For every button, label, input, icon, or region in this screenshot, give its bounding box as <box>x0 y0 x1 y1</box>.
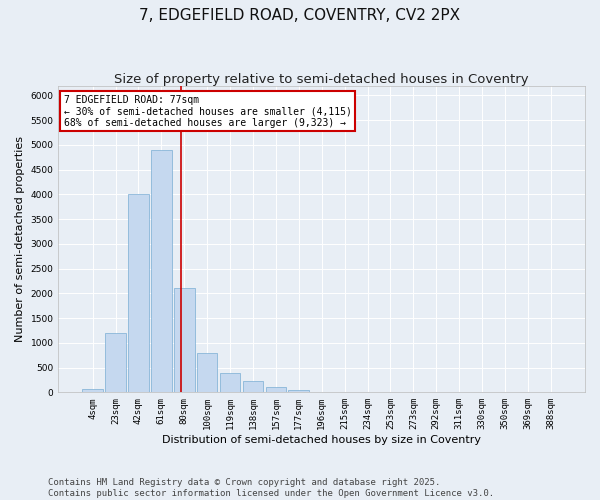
Bar <box>174 288 194 393</box>
Bar <box>289 390 309 392</box>
Bar <box>151 150 172 392</box>
Bar <box>105 333 126 392</box>
Text: Contains HM Land Registry data © Crown copyright and database right 2025.
Contai: Contains HM Land Registry data © Crown c… <box>48 478 494 498</box>
Bar <box>242 382 263 392</box>
Text: 7 EDGEFIELD ROAD: 77sqm
← 30% of semi-detached houses are smaller (4,115)
68% of: 7 EDGEFIELD ROAD: 77sqm ← 30% of semi-de… <box>64 94 352 128</box>
Bar <box>82 390 103 392</box>
Bar <box>128 194 149 392</box>
Bar <box>220 372 241 392</box>
X-axis label: Distribution of semi-detached houses by size in Coventry: Distribution of semi-detached houses by … <box>162 435 481 445</box>
Title: Size of property relative to semi-detached houses in Coventry: Size of property relative to semi-detach… <box>115 72 529 86</box>
Text: 7, EDGEFIELD ROAD, COVENTRY, CV2 2PX: 7, EDGEFIELD ROAD, COVENTRY, CV2 2PX <box>139 8 461 22</box>
Y-axis label: Number of semi-detached properties: Number of semi-detached properties <box>15 136 25 342</box>
Bar <box>197 352 217 393</box>
Bar <box>266 388 286 392</box>
